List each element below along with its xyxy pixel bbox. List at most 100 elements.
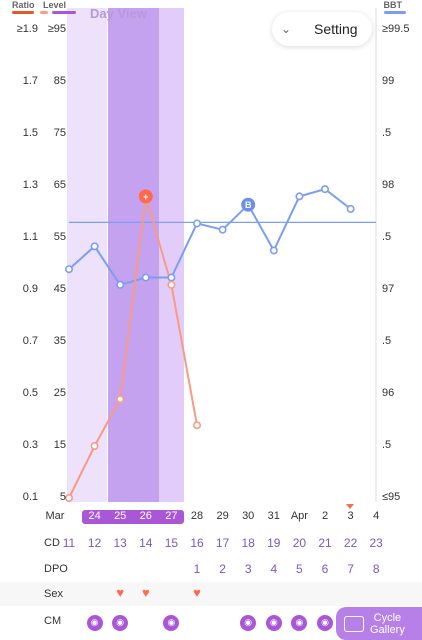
bbt-point bbox=[65, 265, 74, 274]
heart-icon[interactable]: ♥ bbox=[141, 585, 150, 600]
cm-cell[interactable]: ◉ bbox=[261, 614, 287, 631]
level-tick-label: 15 bbox=[53, 439, 66, 451]
peak-marker bbox=[138, 189, 153, 204]
bbt-point bbox=[167, 273, 176, 282]
ratio-tick-label: 1.5 bbox=[22, 127, 38, 139]
level-tick-label: 35 bbox=[53, 335, 66, 347]
dpo-cell: 1 bbox=[193, 562, 201, 576]
bbt-series-line bbox=[68, 188, 352, 286]
ratio-tick-label: 0.3 bbox=[22, 439, 38, 451]
sex-row-background bbox=[0, 582, 422, 606]
cm-row-label: CM bbox=[44, 615, 62, 627]
bbt-tick-label: 97 bbox=[382, 283, 395, 295]
level-tick-label: 85 bbox=[53, 75, 66, 87]
cervical-mucus-icon[interactable]: ◉ bbox=[240, 614, 257, 631]
bbt-tick-label: .5 bbox=[382, 127, 392, 139]
gallery-chart-icon bbox=[344, 615, 364, 632]
cm-cell[interactable]: ◉ bbox=[286, 614, 312, 631]
cycle-day-cell: 22 bbox=[343, 536, 358, 550]
cm-cell[interactable]: ◉ bbox=[107, 614, 133, 631]
lh-series-line bbox=[68, 196, 198, 499]
legend-bbt: BBT bbox=[383, 0, 403, 10]
date-cell[interactable]: 27 bbox=[165, 510, 178, 522]
bbt-point bbox=[90, 242, 99, 251]
level-tick-label: 55 bbox=[53, 231, 66, 243]
cycle-day-cell: 23 bbox=[369, 536, 383, 550]
heart-icon[interactable]: ♥ bbox=[193, 585, 201, 600]
bbt-tick-label: 98 bbox=[382, 179, 395, 191]
heart-icon[interactable]: ♥ bbox=[116, 585, 125, 600]
bbt-tick-label: .5 bbox=[382, 335, 392, 347]
lh-point bbox=[90, 441, 99, 450]
level-tick-label: 65 bbox=[53, 179, 66, 191]
date-cell[interactable]: 2 bbox=[321, 510, 329, 522]
bbt-point bbox=[269, 246, 278, 255]
cycle-gallery-button[interactable]: Cycle Gallery bbox=[336, 607, 422, 640]
cervical-mucus-icon[interactable]: ◉ bbox=[265, 614, 282, 631]
cervical-mucus-icon[interactable]: ◉ bbox=[163, 614, 180, 631]
date-cell[interactable]: 30 bbox=[242, 510, 255, 522]
bbt-point bbox=[193, 219, 202, 228]
peak-marker-label: + bbox=[143, 192, 148, 202]
bbt-point bbox=[320, 185, 329, 194]
cm-cell[interactable]: ◉ bbox=[312, 614, 338, 631]
cycle-day-cell: 13 bbox=[113, 536, 127, 550]
date-cell[interactable]: 26 bbox=[139, 510, 152, 522]
date-cell[interactable]: 4 bbox=[373, 510, 380, 522]
cervical-mucus-icon[interactable]: ◉ bbox=[112, 614, 129, 631]
ratio-tick-label: 0.1 bbox=[22, 491, 38, 503]
dpo-cell: 2 bbox=[219, 562, 226, 576]
bbt-tick-label: 96 bbox=[382, 387, 395, 399]
level-legend-bar bbox=[52, 11, 76, 14]
fertile-date-highlight bbox=[82, 510, 184, 524]
cervical-mucus-icon[interactable]: ◉ bbox=[317, 614, 333, 631]
bbt-point bbox=[141, 273, 150, 282]
cycle-day-cell: 19 bbox=[267, 536, 281, 550]
cm-cell[interactable]: ◉ bbox=[158, 614, 184, 631]
dpo-cell: 7 bbox=[347, 562, 354, 576]
date-cell[interactable]: Apr bbox=[290, 510, 308, 522]
cervical-mucus-icon[interactable]: ◉ bbox=[291, 614, 308, 631]
level-tick-label: ≥95 bbox=[47, 23, 66, 35]
gallery-label-1: Cycle bbox=[373, 611, 402, 624]
level-tick-label: 25 bbox=[53, 387, 66, 399]
cm-cell[interactable]: ◉ bbox=[235, 614, 261, 631]
cycle-day-cell: 11 bbox=[62, 536, 76, 550]
date-cell[interactable]: 24 bbox=[88, 510, 101, 522]
today-indicator-icon bbox=[346, 504, 354, 509]
day-view-label[interactable]: Day View bbox=[90, 6, 147, 21]
dpo-cell: 4 bbox=[270, 562, 278, 576]
date-cell[interactable]: 25 bbox=[114, 510, 127, 522]
bbt-marker-label: B bbox=[245, 200, 252, 210]
cm-cell[interactable]: ◉ bbox=[82, 614, 108, 631]
cervical-mucus-icon[interactable]: ◉ bbox=[86, 614, 103, 631]
bbt-point bbox=[295, 192, 304, 201]
bbt-tick-label: ≤95 bbox=[382, 491, 401, 503]
ratio-tick-label: 1.1 bbox=[22, 231, 38, 243]
bbt-marker bbox=[241, 197, 256, 212]
chevron-down-icon: ⌄ bbox=[280, 22, 292, 36]
setting-label: Setting bbox=[314, 21, 358, 37]
date-cell[interactable]: 28 bbox=[190, 510, 204, 522]
lh-point bbox=[116, 395, 125, 404]
dpo-row-label: DPO bbox=[44, 563, 68, 575]
cycle-day-cell: 20 bbox=[292, 536, 307, 550]
ratio-tick-label: 1.7 bbox=[22, 75, 38, 87]
date-cell[interactable]: 31 bbox=[267, 510, 280, 522]
dpo-cell: 3 bbox=[244, 562, 252, 576]
bbt-point bbox=[218, 225, 227, 234]
level-tick-label: 75 bbox=[53, 127, 66, 139]
gallery-label-2: Gallery bbox=[370, 623, 405, 636]
fertile-band-peak bbox=[108, 8, 159, 502]
ratio-tick-label: 0.7 bbox=[22, 335, 38, 347]
date-cell[interactable]: 3 bbox=[347, 510, 354, 522]
date-cell[interactable]: 29 bbox=[216, 510, 229, 522]
bbt-legend-bar bbox=[383, 11, 406, 14]
dpo-cell: 6 bbox=[321, 562, 329, 576]
month-label: Mar bbox=[45, 510, 65, 522]
cycle-day-cell: 18 bbox=[241, 536, 255, 550]
legend-ratio: Ratio bbox=[12, 0, 35, 10]
setting-button[interactable]: ⌄ Setting bbox=[272, 12, 372, 46]
legend-level: Level bbox=[43, 0, 67, 10]
